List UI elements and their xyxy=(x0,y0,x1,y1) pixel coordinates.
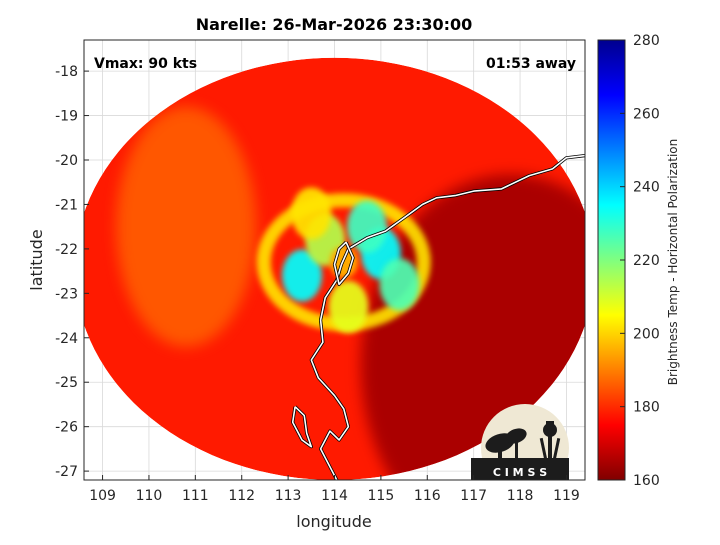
y-tick-label-2: -20 xyxy=(55,153,78,169)
coastline-peninsula xyxy=(291,406,313,448)
y-axis-label: latitude xyxy=(27,229,46,290)
colorbar-tick-label-0: 160 xyxy=(633,473,660,489)
x-axis-label: longitude xyxy=(296,512,371,531)
colorbar-label: Brightness Temp - Horizontal Polarizatio… xyxy=(666,139,680,386)
ocean-region xyxy=(116,106,257,347)
y-tick-label-6: -24 xyxy=(55,331,78,347)
x-tick-label-6: 115 xyxy=(368,488,395,504)
eyewall-feature-6 xyxy=(291,187,332,240)
x-tick-label-5: 114 xyxy=(321,488,348,504)
coastline-main xyxy=(310,154,585,480)
vmax-annotation: Vmax: 90 kts xyxy=(94,56,197,72)
y-tick-label-5: -23 xyxy=(55,286,78,302)
y-tick-label-1: -19 xyxy=(55,109,78,125)
x-tick-label-3: 112 xyxy=(228,488,255,504)
coastline xyxy=(291,154,585,480)
logo-text: C I M S S xyxy=(493,466,547,479)
coastline-gulf xyxy=(333,241,354,286)
eyewall-feature-3 xyxy=(379,258,420,311)
colorbar-tick-label-2: 200 xyxy=(633,326,660,342)
plot-area: C I M S S xyxy=(84,40,585,480)
x-tick-label-10: 119 xyxy=(553,488,580,504)
colorbar-ticks: 160 180 200 220 240 260 280 xyxy=(620,33,660,489)
x-tick-label-1: 110 xyxy=(136,488,163,504)
colorbar-tick-label-3: 220 xyxy=(633,253,660,269)
chart-title: Narelle: 26-Mar-2026 23:30:00 xyxy=(196,15,473,34)
y-axis: -18 -19 -20 -21 -22 -23 -24 -25 -26 -27 xyxy=(55,64,89,480)
colorbar-tick-label-1: 180 xyxy=(633,400,660,416)
x-tick-label-2: 111 xyxy=(182,488,209,504)
cimss-logo: C I M S S xyxy=(471,404,569,480)
x-axis: 109 110 111 112 113 114 115 116 117 118 119 xyxy=(89,475,580,504)
time-away-annotation: 01:53 away xyxy=(486,56,576,72)
y-tick-label-3: -21 xyxy=(55,197,78,213)
colorbar-tick-label-4: 240 xyxy=(633,180,660,196)
x-tick-label-9: 118 xyxy=(507,488,534,504)
x-tick-label-0: 109 xyxy=(89,488,116,504)
x-tick-label-4: 113 xyxy=(275,488,302,504)
y-tick-label-7: -25 xyxy=(55,375,78,391)
colorbar-tick-label-5: 260 xyxy=(633,106,660,122)
eyewall-feature-5 xyxy=(328,280,369,333)
x-tick-label-7: 116 xyxy=(414,488,441,504)
eyewall-feature-2 xyxy=(346,200,387,253)
y-tick-label-8: -26 xyxy=(55,420,78,436)
eyewall-feature-1 xyxy=(282,249,323,302)
cold-land-region xyxy=(360,174,585,480)
y-tick-label-4: -22 xyxy=(55,242,78,258)
x-tick-label-8: 117 xyxy=(460,488,487,504)
colorbar-tick-label-6: 280 xyxy=(633,33,660,49)
y-tick-label-9: -27 xyxy=(55,464,78,480)
y-tick-label-0: -18 xyxy=(55,64,78,80)
